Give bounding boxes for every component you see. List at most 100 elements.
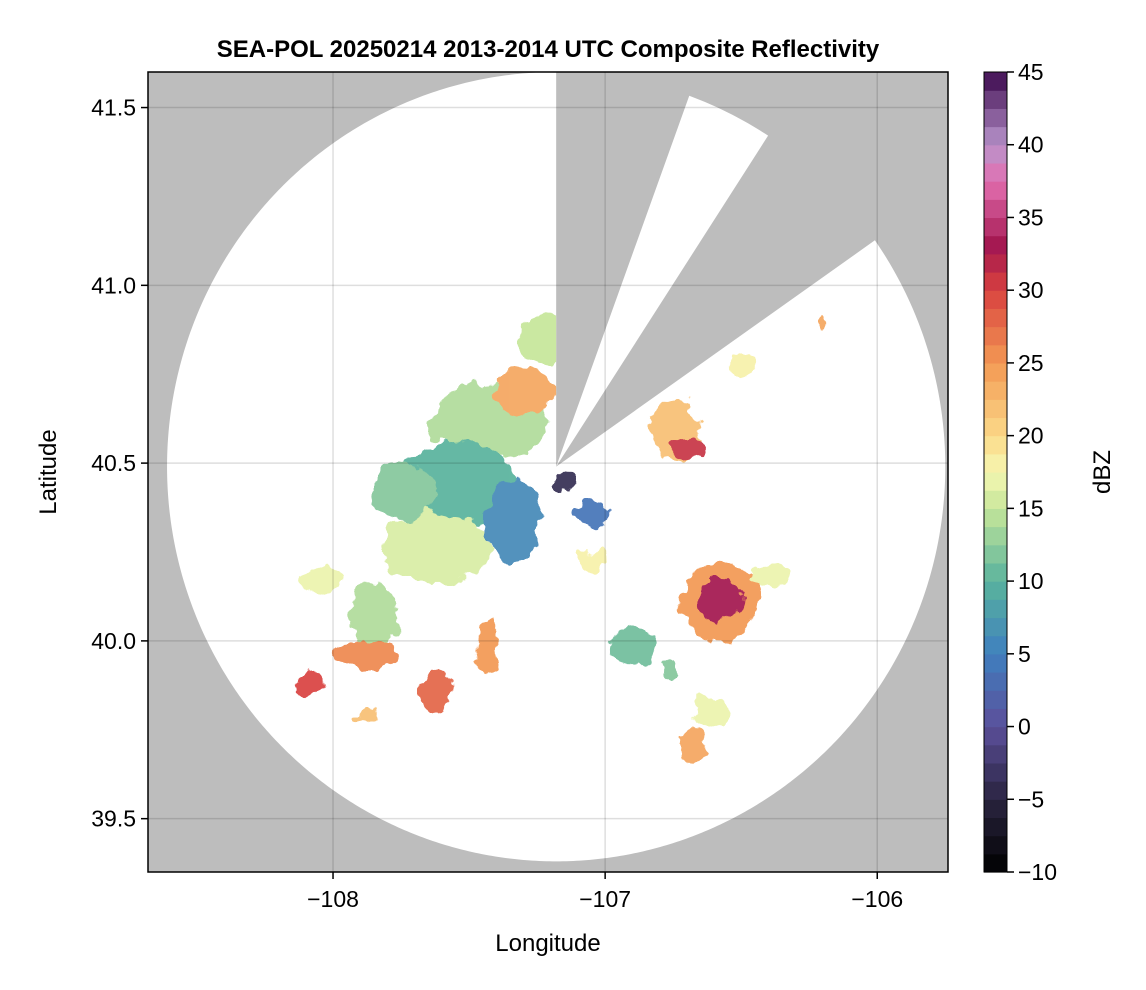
colorbar-band xyxy=(984,326,1007,346)
colorbar-band xyxy=(984,599,1007,619)
colorbar-band xyxy=(984,290,1007,309)
echo-region xyxy=(553,473,576,488)
colorbar-tick-label: 25 xyxy=(1018,350,1044,376)
echo-region xyxy=(610,630,655,666)
colorbar-tick-label: −5 xyxy=(1018,786,1044,812)
colorbar-band xyxy=(984,490,1007,509)
colorbar-band xyxy=(984,162,1007,182)
plot-frame xyxy=(147,71,949,873)
echo-region xyxy=(420,669,453,712)
chart-title: SEA-POL 20250214 2013-2014 UTC Composite… xyxy=(217,36,880,63)
colorbar-tick-label: 20 xyxy=(1018,423,1044,449)
colorbar-label: dBZ xyxy=(1089,450,1116,494)
colorbar-band xyxy=(984,799,1007,819)
echo-region xyxy=(577,552,606,574)
colorbar-band xyxy=(984,472,1007,491)
colorbar-band xyxy=(984,835,1007,855)
echo-region xyxy=(817,313,829,328)
colorbar-band xyxy=(984,217,1007,237)
colorbar-band xyxy=(984,690,1007,709)
colorbar-tick-label: 35 xyxy=(1018,204,1044,230)
colorbar-band xyxy=(984,762,1007,782)
grid-lines xyxy=(148,72,948,872)
colorbar-band xyxy=(984,453,1007,473)
colorbar: −10 −5 0 5 10 15 20 25 30 35 40 45 xyxy=(983,59,1057,885)
echo-region xyxy=(670,438,704,460)
colorbar-band xyxy=(984,417,1007,437)
colorbar-band xyxy=(984,581,1007,600)
echo-layer xyxy=(297,313,829,766)
echo-region xyxy=(349,580,399,652)
echo-region xyxy=(575,502,608,524)
plot-area xyxy=(148,72,948,872)
colorbar-band xyxy=(984,362,1007,382)
colorbar-band xyxy=(984,617,1007,637)
y-tick-label: 41.5 xyxy=(91,95,136,121)
x-tick-label: −108 xyxy=(307,886,359,912)
colorbar-band xyxy=(984,508,1007,528)
echo-region xyxy=(333,640,399,670)
colorbar-band xyxy=(984,181,1007,200)
echo-region xyxy=(730,349,753,378)
colorbar-tick-label: −10 xyxy=(1018,859,1057,885)
echo-region xyxy=(749,566,788,588)
echo-region xyxy=(678,729,706,766)
colorbar-band xyxy=(984,744,1007,764)
echo-region xyxy=(382,512,491,585)
y-tick-label: 41.0 xyxy=(91,272,136,298)
colorbar-tick-label: 40 xyxy=(1018,132,1044,158)
echo-region xyxy=(357,704,380,727)
colorbar-band xyxy=(984,544,1007,564)
colorbar-band xyxy=(984,635,1007,655)
echo-region xyxy=(692,694,725,730)
colorbar-band xyxy=(984,708,1007,728)
y-axis-label: Latitude xyxy=(35,429,62,514)
colorbar-tick-label: 10 xyxy=(1018,568,1044,594)
colorbar-tick-label: 45 xyxy=(1018,59,1044,85)
x-tick-label: −106 xyxy=(851,886,903,912)
y-tick-label: 40.0 xyxy=(91,628,136,654)
echo-region xyxy=(697,576,742,620)
colorbar-band xyxy=(984,126,1007,146)
colorbar-band xyxy=(984,72,1007,91)
echo-region xyxy=(485,477,540,563)
echo-region xyxy=(297,566,342,595)
colorbar-band xyxy=(984,781,1007,800)
y-tick-label: 40.5 xyxy=(91,450,136,476)
y-axis: 39.5 40.0 40.5 41.0 41.5 xyxy=(91,95,148,832)
colorbar-band xyxy=(984,562,1007,582)
x-axis: −108 −107 −106 xyxy=(307,872,903,912)
colorbar-tick-label: 0 xyxy=(1018,714,1031,740)
colorbar-tick-label: 15 xyxy=(1018,495,1044,521)
colorbar-band xyxy=(984,144,1007,164)
colorbar-band xyxy=(984,235,1007,255)
colorbar-band xyxy=(984,90,1007,109)
colorbar-band xyxy=(984,435,1007,455)
colorbar-band xyxy=(984,108,1007,128)
colorbar-band xyxy=(984,526,1007,546)
colorbar-band xyxy=(984,272,1007,291)
echo-region xyxy=(477,623,499,673)
x-axis-label: Longitude xyxy=(495,930,600,957)
echo-region xyxy=(371,463,437,520)
colorbar-band xyxy=(984,199,1007,219)
y-tick-label: 39.5 xyxy=(91,806,136,832)
colorbar-frame xyxy=(983,71,1008,873)
colorbar-band xyxy=(984,726,1007,746)
colorbar-tick-label: 5 xyxy=(1018,641,1031,667)
colorbar-band xyxy=(984,253,1007,273)
echo-region xyxy=(659,658,676,680)
colorbar-band xyxy=(984,344,1007,364)
echo-region xyxy=(490,370,557,414)
colorbar-band xyxy=(984,381,1007,400)
colorbar-band xyxy=(984,653,1007,673)
colorbar-band xyxy=(984,817,1007,837)
colorbar-band xyxy=(984,672,1007,691)
colorbar-band xyxy=(984,399,1007,419)
colorbar-band xyxy=(984,853,1007,873)
x-tick-label: −107 xyxy=(579,886,631,912)
colorbar-tick-label: 30 xyxy=(1018,277,1044,303)
colorbar-band xyxy=(984,308,1007,328)
echo-region xyxy=(297,669,325,698)
